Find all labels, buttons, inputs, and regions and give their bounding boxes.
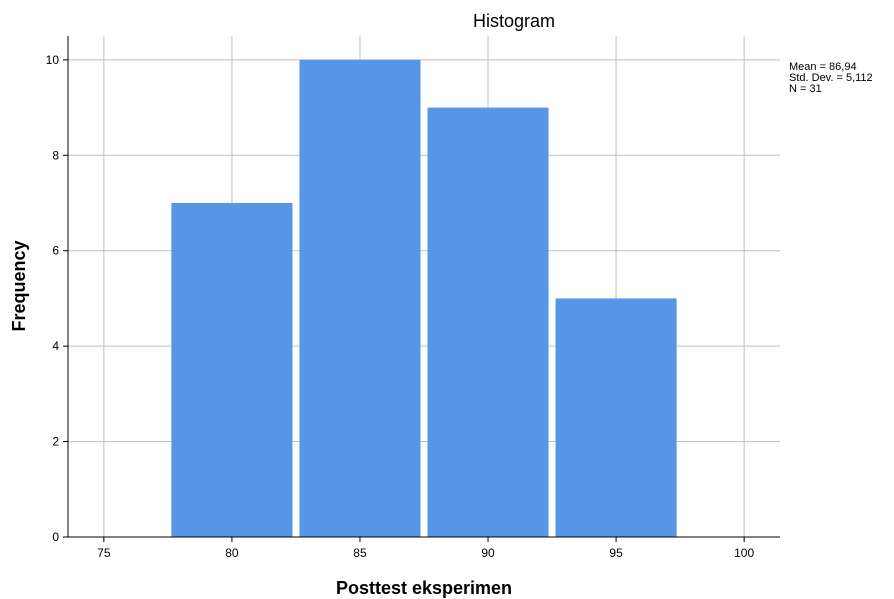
y-axis-ticks: 0 2 4 6 8 10 <box>46 36 69 544</box>
bar-90 <box>427 107 549 538</box>
bar-80 <box>171 203 293 537</box>
statistics-box: Mean = 86,94 Std. Dev. = 5,112 N = 31 <box>789 62 873 95</box>
bar-95 <box>555 298 677 537</box>
bar-85 <box>299 59 421 537</box>
x-tick-label-85: 85 <box>353 546 367 560</box>
chart-title: Histogram <box>473 11 555 31</box>
y-tick-label-0: 0 <box>52 530 59 544</box>
x-axis-ticks: 75 80 85 90 95 100 <box>68 536 780 560</box>
histogram-bars <box>171 59 677 538</box>
x-axis-label: Posttest eksperimen <box>336 578 512 598</box>
y-tick-label-4: 4 <box>52 339 59 353</box>
x-tick-label-100: 100 <box>734 546 754 560</box>
x-tick-label-75: 75 <box>97 546 111 560</box>
stat-n: N = 31 <box>789 83 822 95</box>
y-axis-label: Frequency <box>9 240 29 331</box>
y-tick-label-10: 10 <box>46 53 60 67</box>
x-tick-label-95: 95 <box>609 546 623 560</box>
stat-mean: Mean = 86,94 <box>789 61 857 73</box>
x-tick-label-90: 90 <box>481 546 495 560</box>
y-tick-label-2: 2 <box>52 435 59 449</box>
y-tick-label-6: 6 <box>52 244 59 258</box>
stat-std-dev: Std. Dev. = 5,112 <box>789 72 873 84</box>
x-tick-label-80: 80 <box>225 546 239 560</box>
y-tick-label-8: 8 <box>52 148 59 162</box>
